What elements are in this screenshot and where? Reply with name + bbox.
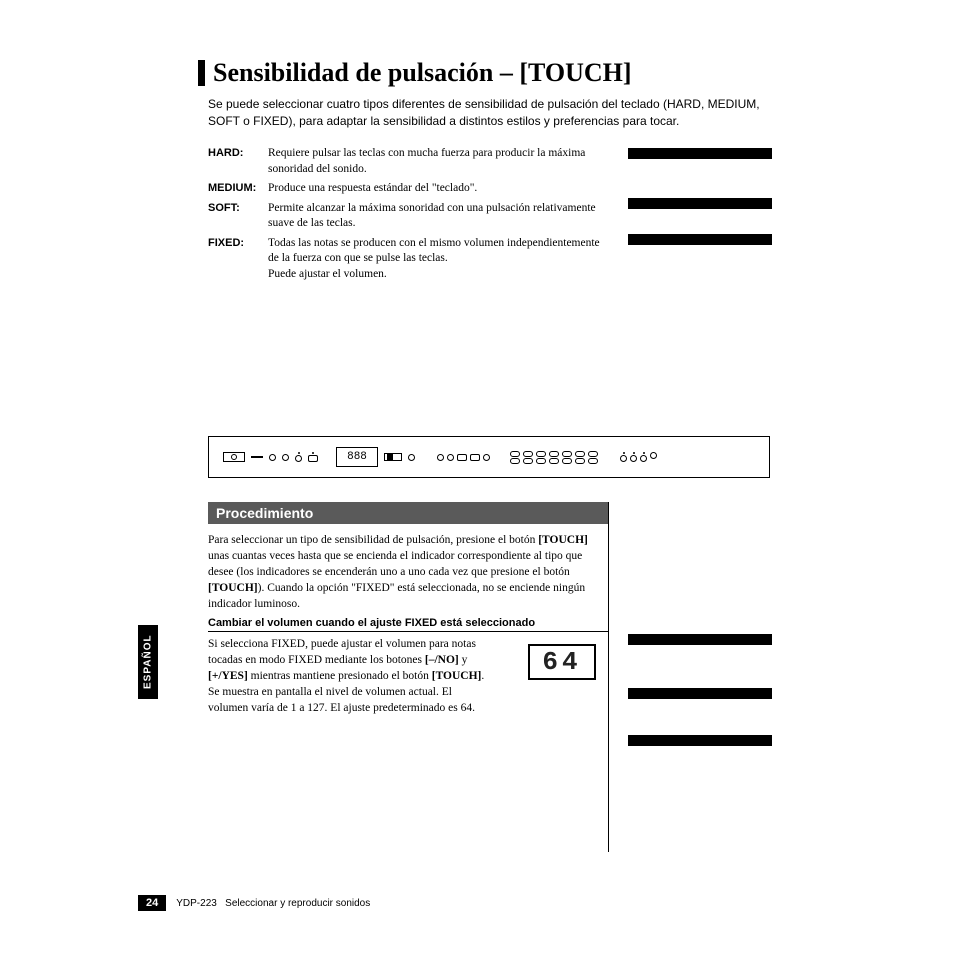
figure-bar	[628, 234, 772, 245]
page-number: 24	[138, 895, 166, 911]
button-group	[437, 454, 490, 461]
definitions-table: HARD: Requiere pulsar las teclas con muc…	[208, 146, 608, 286]
def-text: Produce una respuesta estándar del "tecl…	[268, 181, 608, 197]
def-row-hard: HARD: Requiere pulsar las teclas con muc…	[208, 146, 608, 177]
knob-icon	[269, 454, 276, 461]
def-row-medium: MEDIUM: Produce una respuesta estándar d…	[208, 181, 608, 197]
def-text: Requiere pulsar las teclas con mucha fue…	[268, 146, 608, 177]
dash-icon	[251, 456, 263, 458]
slider-icon	[384, 453, 402, 461]
indicator-stack	[308, 452, 318, 462]
footer-text: YDP-223 Seleccionar y reproducir sonidos	[176, 898, 370, 909]
volume-display: 64	[528, 644, 596, 680]
page-title: Sensibilidad de pulsación – [TOUCH]	[213, 58, 632, 88]
def-text: Permite alcanzar la máxima sonoridad con…	[268, 201, 608, 232]
def-label: HARD:	[208, 146, 268, 177]
knob-icon	[282, 454, 289, 461]
control-panel-illustration: 888	[208, 436, 770, 478]
jack-icon	[223, 452, 245, 462]
procedure-heading: Procedimiento	[208, 502, 608, 524]
voice-group	[510, 451, 598, 464]
page-footer: 24 YDP-223 Seleccionar y reproducir soni…	[138, 895, 370, 911]
intro-paragraph: Se puede seleccionar cuatro tipos difere…	[208, 96, 768, 131]
figure-bar	[628, 148, 772, 159]
def-text: Todas las notas se producen con el mismo…	[268, 236, 608, 283]
knob-icon	[408, 454, 415, 461]
def-label: FIXED:	[208, 236, 268, 283]
language-tab: ESPAÑOL	[138, 625, 158, 699]
sub-heading: Cambiar el volumen cuando el ajuste FIXE…	[208, 617, 608, 632]
figure-bar	[628, 735, 772, 746]
def-label: MEDIUM:	[208, 181, 268, 197]
def-row-fixed: FIXED: Todas las notas se producen con e…	[208, 236, 608, 283]
title-accent-bar	[198, 60, 205, 86]
button-group	[620, 452, 657, 462]
figure-bar	[628, 198, 772, 209]
vertical-divider	[608, 502, 609, 852]
figure-bar	[628, 634, 772, 645]
indicator-stack	[295, 452, 302, 462]
def-label: SOFT:	[208, 201, 268, 232]
sub-paragraph: Si selecciona FIXED, puede ajustar el vo…	[208, 636, 488, 716]
def-row-soft: SOFT: Permite alcanzar la máxima sonorid…	[208, 201, 608, 232]
panel-display: 888	[336, 447, 378, 467]
procedure-paragraph: Para seleccionar un tipo de sensibilidad…	[208, 532, 608, 612]
figure-bar	[628, 688, 772, 699]
